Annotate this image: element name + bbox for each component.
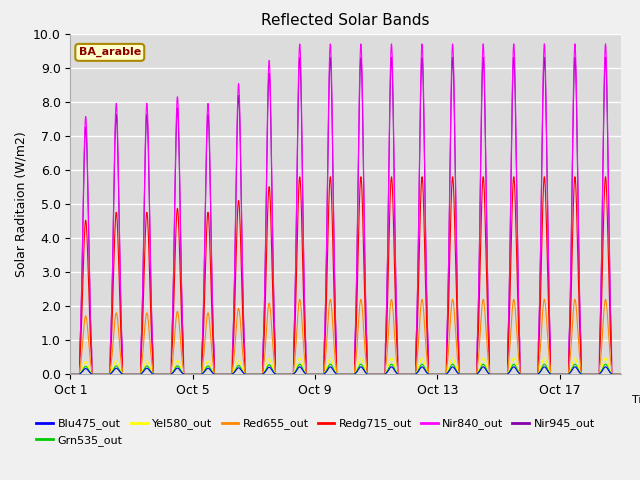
Nir945_out [363, 344, 371, 349]
Nir840_out [67, 372, 74, 377]
Nir840_out [189, 372, 196, 377]
Blu475_out [602, 364, 609, 370]
Line: Nir840_out: Nir840_out [70, 44, 621, 374]
Line: Redg715_out: Redg715_out [70, 177, 621, 374]
Yel580_out [617, 372, 625, 377]
Red655_out [602, 297, 609, 302]
Yel580_out [189, 372, 196, 377]
Nir840_out [153, 372, 161, 377]
Line: Blu475_out: Blu475_out [70, 367, 621, 374]
Blu475_out [120, 372, 127, 377]
Blu475_out [266, 365, 274, 371]
Red655_out [67, 372, 74, 377]
Title: Reflected Solar Bands: Reflected Solar Bands [261, 13, 430, 28]
Yel580_out [546, 369, 554, 375]
Redg715_out [266, 194, 274, 200]
Nir840_out [602, 41, 609, 47]
Nir945_out [153, 372, 161, 377]
Redg715_out [153, 372, 161, 377]
Blu475_out [153, 372, 161, 377]
Grn535_out [266, 362, 274, 368]
Red655_out [153, 372, 161, 377]
Blu475_out [67, 372, 74, 377]
Grn535_out [617, 372, 625, 377]
Nir840_out [617, 372, 625, 377]
Blu475_out [189, 372, 196, 377]
Line: Yel580_out: Yel580_out [70, 358, 621, 374]
Legend: Blu475_out, Grn535_out, Yel580_out, Red655_out, Redg715_out, Nir840_out, Nir945_: Blu475_out, Grn535_out, Yel580_out, Red6… [32, 414, 599, 450]
Red655_out [617, 372, 625, 377]
Nir945_out [266, 87, 274, 93]
Blu475_out [546, 371, 554, 376]
Nir945_out [546, 321, 554, 327]
Grn535_out [67, 372, 74, 377]
Line: Grn535_out: Grn535_out [70, 364, 621, 374]
Red655_out [266, 304, 274, 310]
Text: BA_arable: BA_arable [79, 47, 141, 58]
Blu475_out [617, 372, 625, 377]
Redg715_out [120, 372, 127, 377]
Red655_out [120, 372, 127, 377]
Grn535_out [602, 361, 609, 367]
Red655_out [546, 360, 554, 365]
Line: Nir945_out: Nir945_out [70, 58, 621, 374]
Redg715_out [189, 372, 196, 377]
Yel580_out [153, 372, 161, 377]
Redg715_out [67, 372, 74, 377]
Redg715_out [602, 174, 609, 180]
Yel580_out [120, 372, 127, 377]
Nir840_out [363, 342, 371, 348]
Nir945_out [617, 372, 625, 377]
Redg715_out [546, 340, 554, 346]
Redg715_out [363, 354, 371, 360]
Yel580_out [602, 355, 609, 361]
Nir945_out [67, 372, 74, 377]
Y-axis label: Solar Raditaion (W/m2): Solar Raditaion (W/m2) [14, 131, 28, 277]
Nir840_out [266, 75, 274, 81]
Red655_out [363, 365, 371, 371]
Grn535_out [189, 372, 196, 377]
Nir945_out [120, 372, 127, 377]
Grn535_out [546, 370, 554, 376]
Grn535_out [363, 371, 371, 376]
Nir945_out [602, 55, 609, 60]
Nir945_out [189, 372, 196, 377]
Yel580_out [363, 370, 371, 376]
Text: Time: Time [632, 395, 640, 405]
Redg715_out [617, 372, 625, 377]
Grn535_out [153, 372, 161, 377]
Yel580_out [67, 372, 74, 377]
Red655_out [189, 372, 196, 377]
Yel580_out [266, 357, 274, 362]
Nir840_out [120, 372, 127, 377]
Nir840_out [546, 319, 554, 325]
Blu475_out [363, 371, 371, 377]
Grn535_out [120, 372, 127, 377]
Line: Red655_out: Red655_out [70, 300, 621, 374]
